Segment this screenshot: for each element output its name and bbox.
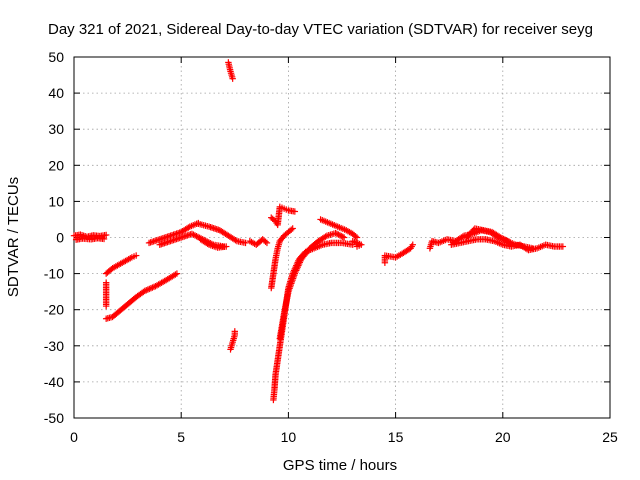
data-point-arc-n-2	[272, 246, 281, 263]
series-arc-k	[227, 328, 238, 353]
chart-title: Day 321 of 2021, Sidereal Day-to-day VTE…	[48, 21, 593, 38]
data-point-arc-m-6	[291, 208, 299, 215]
data-point-arc-r-2	[353, 243, 361, 250]
series-arc-d	[102, 270, 181, 322]
data-point-arc-o-0	[270, 387, 278, 404]
x-tick-labels: 0 5 10 15 20 25	[70, 429, 618, 445]
data-point-arc-t-2	[435, 236, 449, 247]
y-tick-label: 10	[48, 193, 64, 209]
y-axis-label: SDTVAR / TECUs	[5, 177, 22, 297]
series-arc-l	[246, 236, 271, 248]
data-point-arc-g-3	[188, 230, 205, 242]
y-tick-label: -20	[44, 302, 64, 318]
data-point-arc-p-1	[280, 290, 292, 317]
data-point-arc-h-3	[225, 232, 239, 244]
series-arc-h	[195, 220, 249, 247]
data-point-arc-v-1	[471, 225, 485, 234]
series-arc-q	[317, 216, 361, 241]
series-arc-s	[381, 241, 416, 266]
y-tick-labels: -50 -40 -30 -20 -10 0 10 20 30 40 50	[44, 49, 64, 426]
y-tick-label: 0	[56, 230, 64, 246]
data-point-arc-p-8	[332, 229, 346, 240]
series-arc-e	[102, 279, 110, 310]
data-point-arc-r-0	[349, 237, 363, 248]
y-tick-label: 30	[48, 121, 64, 137]
series-arc-u	[448, 236, 567, 254]
x-tick-label: 25	[602, 429, 618, 445]
x-tick-label: 0	[70, 429, 78, 445]
data-point-arc-q-3	[343, 227, 355, 237]
data-point-arc-q-5	[353, 234, 361, 241]
series-arc-p	[276, 229, 348, 342]
data-point-arc-n-0	[268, 272, 277, 292]
axis-ticks	[73, 56, 611, 419]
y-tick-label: 40	[48, 85, 64, 101]
data-point-arc-n-4	[276, 233, 287, 245]
data-point-arc-u-5	[491, 237, 505, 248]
x-tick-label: 20	[495, 429, 511, 445]
data-point-arc-d-8	[173, 270, 181, 277]
series-arc-n	[268, 225, 296, 292]
x-tick-label: 15	[388, 429, 404, 445]
data-point-arc-j-2	[229, 75, 236, 82]
series-arc-j	[225, 59, 236, 82]
data-point-arc-p-3	[291, 257, 304, 277]
x-tick-label: 10	[281, 429, 297, 445]
series-arc-m	[268, 203, 299, 229]
data-point-arc-k-3	[231, 328, 238, 335]
data-point-arc-j-0	[225, 59, 234, 73]
data-point-arc-p-5	[306, 238, 321, 252]
x-axis-label: GPS time / hours	[283, 457, 397, 474]
y-tick-label: 50	[48, 49, 64, 65]
series-arc-r	[349, 237, 365, 250]
data-point-arc-i-3	[223, 243, 230, 250]
data-point-arc-a-5	[102, 231, 110, 239]
y-tick-label: -50	[44, 410, 64, 426]
data-points	[70, 59, 567, 404]
data-point-arc-i-0	[197, 236, 211, 248]
data-point-arc-u-9	[525, 245, 539, 254]
data-point-arc-o-3	[274, 344, 283, 364]
data-point-arc-v-5	[506, 238, 513, 246]
data-point-arc-h-0	[195, 220, 211, 230]
data-point-arc-m-0	[268, 214, 278, 224]
data-point-arc-v-3	[488, 228, 503, 240]
data-point-arc-h-1	[205, 223, 222, 233]
data-point-arc-e-0	[102, 281, 110, 310]
data-point-arc-h-5	[242, 239, 249, 247]
data-point-arc-b-4	[100, 235, 108, 243]
y-tick-label: -40	[44, 374, 64, 390]
y-tick-label: -30	[44, 338, 64, 354]
data-point-arc-t-1	[428, 237, 441, 246]
series-arc-c	[102, 252, 140, 277]
data-point-arc-q-2	[334, 223, 348, 233]
data-point-arc-c-3	[122, 255, 134, 265]
series-arc-i	[197, 236, 230, 251]
x-tick-label: 5	[177, 429, 185, 445]
data-point-arc-p-9	[340, 234, 348, 241]
data-point-arc-o-2	[272, 358, 281, 378]
series-arc-b	[72, 235, 108, 243]
data-point-arc-d-7	[162, 271, 179, 284]
data-point-arc-d-5	[141, 283, 158, 295]
data-point-arc-l-3	[263, 239, 271, 247]
y-tick-label: 20	[48, 157, 64, 173]
data-point-arc-v-2	[480, 227, 494, 235]
data-point-arc-s-5	[409, 241, 416, 248]
series-arc-v	[463, 225, 513, 246]
data-point-arc-v-4	[497, 234, 512, 245]
y-tick-label: -10	[44, 266, 64, 282]
data-point-arc-f-0	[145, 236, 162, 247]
data-point-arc-n-7	[289, 225, 296, 232]
data-point-arc-e-1	[102, 279, 110, 286]
data-point-arc-c-5	[132, 252, 140, 259]
data-point-arc-f-1	[156, 233, 173, 243]
data-point-arc-p-0	[276, 311, 288, 342]
data-point-arc-u-13	[559, 243, 567, 250]
